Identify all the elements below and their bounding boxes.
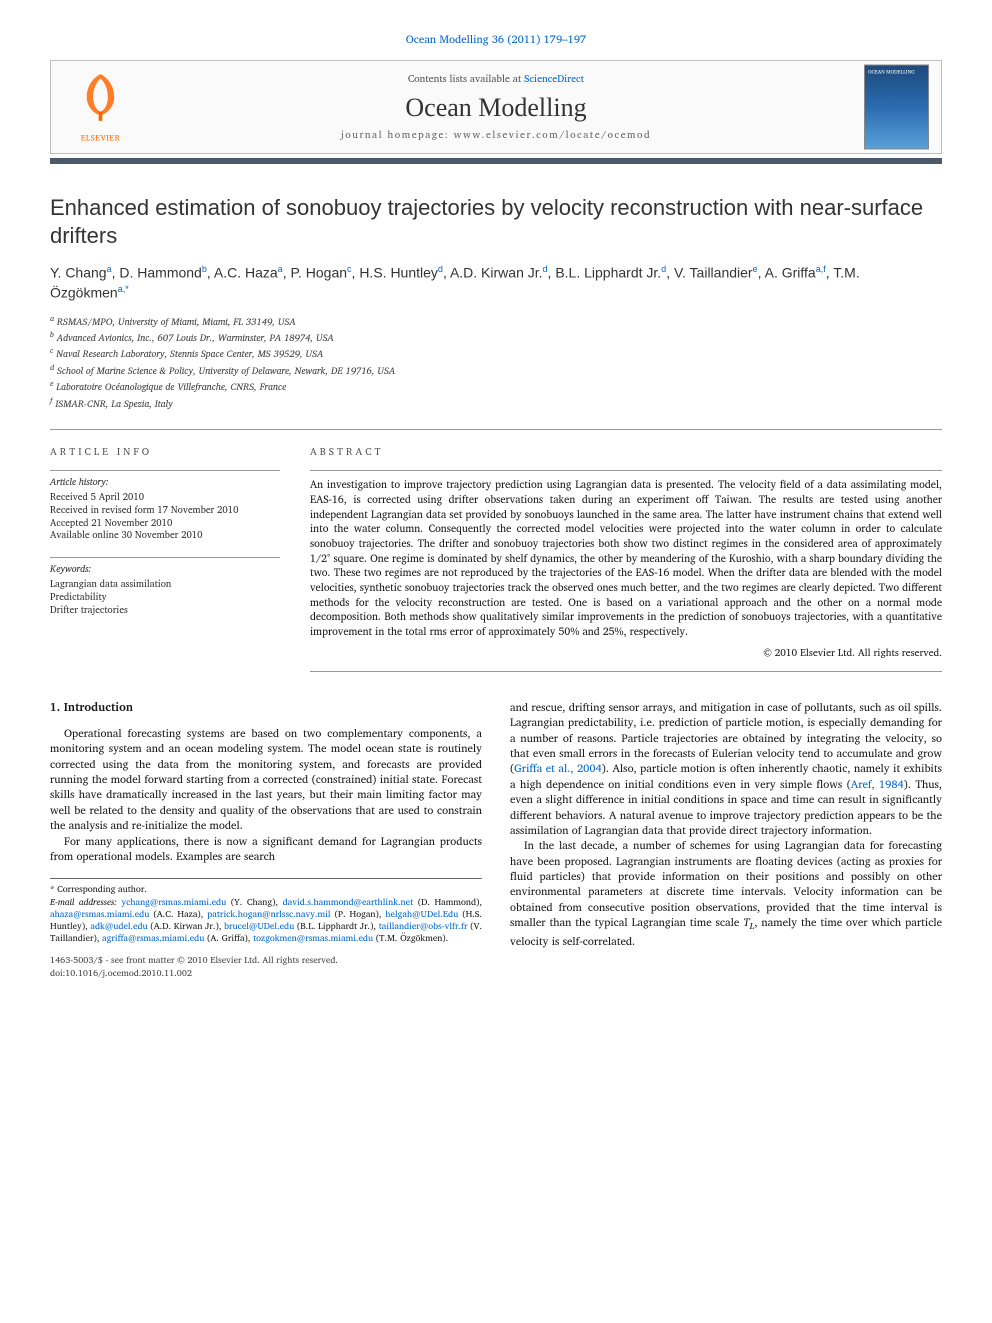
keywords-heading: Keywords: — [50, 564, 280, 577]
journal-cover-thumbnail: OCEAN MODELLING — [864, 65, 929, 150]
keyword: Drifter trajectories — [50, 605, 280, 618]
abstract-text: An investigation to improve trajectory p… — [310, 470, 942, 639]
section-heading: 1. Introduction — [50, 700, 482, 716]
article-info-label: ARTICLE INFO — [50, 444, 280, 460]
homepage-label: journal homepage: — [341, 127, 454, 143]
body-para: For many applications, there is now a si… — [50, 834, 482, 865]
right-column: and rescue, drifting sensor arrays, and … — [510, 700, 942, 980]
contents-available: Contents lists available at ScienceDirec… — [171, 71, 821, 87]
cover-title: OCEAN MODELLING — [868, 69, 925, 77]
abstract-column: ABSTRACT An investigation to improve tra… — [310, 444, 942, 672]
symbol-TL: TL — [743, 913, 754, 931]
affiliation-line: b Advanced Avionics, Inc., 607 Louis Dr.… — [50, 330, 942, 345]
keywords-block: Keywords: Lagrangian data assimilationPr… — [50, 557, 280, 617]
journal-title: Ocean Modelling — [171, 93, 821, 123]
publisher-name: ELSEVIER — [63, 131, 138, 145]
contents-text: Contents lists available at — [408, 71, 524, 87]
body-para: In the last decade, a number of schemes … — [510, 838, 942, 949]
header-bar — [50, 158, 942, 164]
left-column: 1. Introduction Operational forecasting … — [50, 700, 482, 980]
abstract-copyright: © 2010 Elsevier Ltd. All rights reserved… — [310, 645, 942, 672]
affiliation-line: d School of Marine Science & Policy, Uni… — [50, 363, 942, 378]
email-addresses: E-mail addresses: ychang@rsmas.miami.edu… — [50, 896, 482, 945]
tree-icon — [73, 70, 128, 125]
journal-homepage: journal homepage: www.elsevier.com/locat… — [171, 127, 821, 143]
body-para: and rescue, drifting sensor arrays, and … — [510, 700, 942, 839]
footnotes: * Corresponding author. E-mail addresses… — [50, 878, 482, 944]
footer: 1463-5003/$ - see front matter © 2010 El… — [50, 954, 482, 979]
homepage-url: www.elsevier.com/locate/ocemod — [454, 127, 651, 143]
affiliation-line: c Naval Research Laboratory, Stennis Spa… — [50, 346, 942, 361]
body-para: Operational forecasting systems are base… — [50, 726, 482, 834]
sciencedirect-link[interactable]: ScienceDirect — [524, 71, 584, 87]
affiliation-line: a RSMAS/MPO, University of Miami, Miami,… — [50, 314, 942, 329]
affiliation-line: e Laboratoire Océanologique de Villefran… — [50, 379, 942, 394]
article-title: Enhanced estimation of sonobuoy trajecto… — [50, 194, 942, 249]
elsevier-logo: ELSEVIER — [63, 70, 138, 145]
affiliations: a RSMAS/MPO, University of Miami, Miami,… — [50, 314, 942, 412]
article-info-column: ARTICLE INFO Article history: Received 5… — [50, 444, 280, 672]
authors-line: Y. Changa, D. Hammondb, A.C. Hazaa, P. H… — [50, 263, 942, 304]
history-line: Available online 30 November 2010 — [50, 530, 280, 543]
abstract-label: ABSTRACT — [310, 444, 942, 460]
citation-line: Ocean Modelling 36 (2011) 179–197 — [50, 30, 942, 48]
doi: doi:10.1016/j.ocemod.2010.11.002 — [50, 967, 482, 980]
body-text: 1. Introduction Operational forecasting … — [50, 700, 942, 980]
affiliation-line: f ISMAR-CNR, La Spezia, Italy — [50, 396, 942, 411]
article-history: Article history: Received 5 April 2010Re… — [50, 470, 280, 543]
journal-header: ELSEVIER Contents lists available at Sci… — [50, 60, 942, 154]
history-heading: Article history: — [50, 477, 280, 490]
